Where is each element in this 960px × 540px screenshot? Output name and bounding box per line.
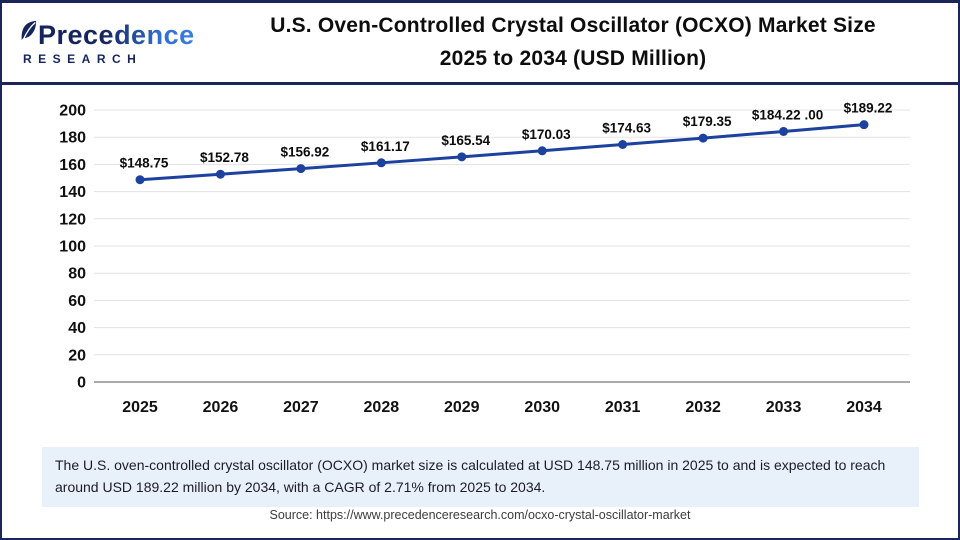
y-tick-label: 200 [59,103,86,120]
data-point-label: $189.22 [844,101,893,116]
data-point [215,169,225,179]
x-tick-label: 2030 [524,399,560,416]
data-point-label: $152.78 [200,150,249,165]
x-tick-label: 2026 [203,399,239,416]
header: Precedence RESEARCH U.S. Oven-Controlled… [2,3,958,85]
data-point [135,175,145,185]
data-point [859,120,869,130]
logo-sub-text: RESEARCH [20,53,216,65]
y-tick-label: 140 [59,184,86,201]
data-point-label: $174.63 [602,121,651,136]
data-point-label: $179.35 [683,114,732,129]
page-title: U.S. Oven-Controlled Crystal Oscillator … [216,10,940,75]
data-point-label: $161.17 [361,139,410,154]
x-tick-label: 2028 [364,399,400,416]
leaf-icon [21,20,37,41]
x-tick-label: 2032 [685,399,721,416]
x-tick-label: 2033 [766,399,802,416]
y-tick-label: 40 [68,320,86,337]
data-point [779,126,789,136]
page-title-line2: 2025 to 2034 (USD Million) [439,46,707,70]
y-tick-label: 0 [77,375,86,392]
y-tick-label: 180 [59,130,86,147]
line-chart: 0 20 40 60 80 100 120 140 160 180 200 2025 2026 2027 2… [59,101,910,416]
data-point-label: $148.75 [120,156,169,171]
x-tick-label: 2027 [283,399,319,416]
logo-wordmark: Precedence [20,20,216,50]
x-tick-label: 2031 [605,399,641,416]
y-tick-label: 120 [59,211,86,228]
logo-brand-text: Precedence [38,20,195,50]
data-point-label: $165.54 [441,133,490,148]
y-tick-label: 160 [59,157,86,174]
data-point-label: $156.92 [280,145,329,160]
data-point-label: $184.22 .00 [752,107,823,122]
data-point [618,140,628,150]
data-point [376,158,386,168]
data-point [698,133,708,143]
y-tick-label: 20 [68,347,86,364]
data-point [296,164,306,174]
data-point [457,152,467,162]
x-tick-label: 2025 [122,399,158,416]
source-text: Source: https://www.precedenceresearch.c… [269,508,691,522]
x-tick-label: 2034 [846,399,882,416]
y-tick-label: 80 [68,266,86,283]
x-tick-label: 2029 [444,399,480,416]
precedence-research-logo: Precedence RESEARCH [20,20,216,65]
series-line [138,123,866,182]
y-tick-label: 100 [59,239,86,256]
page-title-line1: U.S. Oven-Controlled Crystal Oscillator … [270,13,876,37]
y-tick-label: 60 [68,293,86,310]
chart-area: 0 20 40 60 80 100 120 140 160 180 200 2025 2026 2027 2… [2,85,960,430]
summary-callout: The U.S. oven-controlled crystal oscilla… [42,447,919,507]
data-point [537,146,547,156]
data-point-label: $170.03 [522,127,571,142]
